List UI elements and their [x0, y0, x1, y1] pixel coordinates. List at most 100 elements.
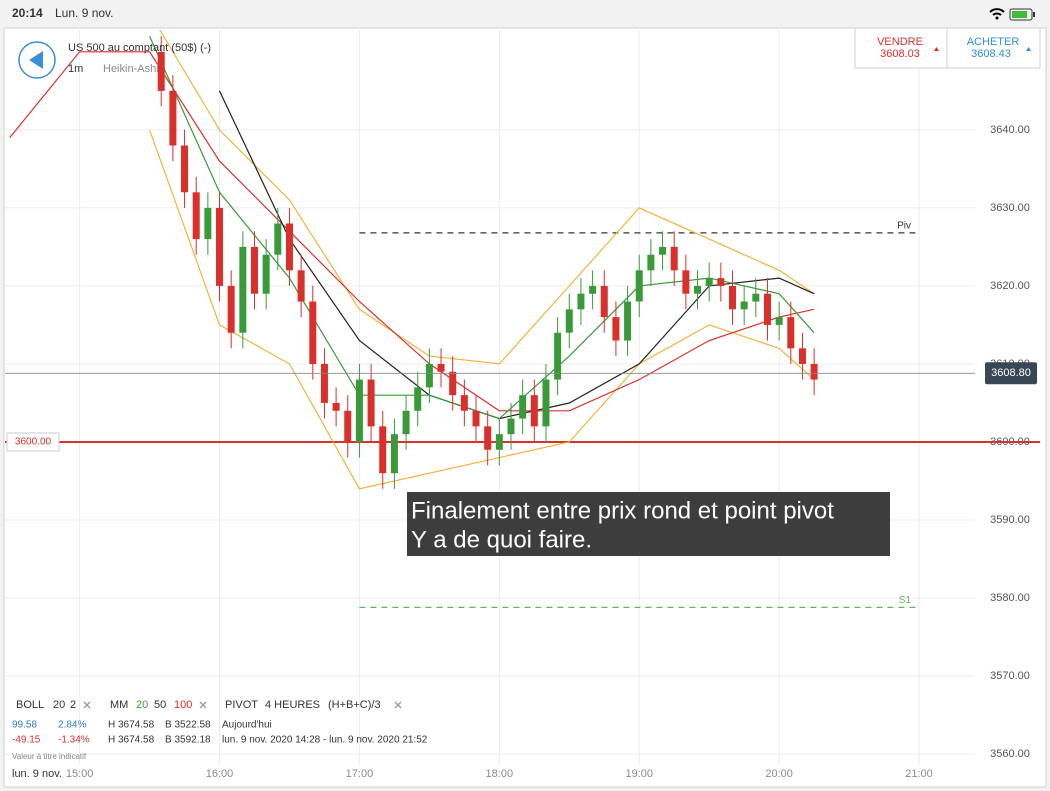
x-tick-label: 20:00 — [765, 768, 793, 780]
sell-label: VENDRE — [877, 36, 923, 48]
pivot-name[interactable]: PIVOT — [225, 699, 258, 711]
candle-body — [577, 293, 585, 310]
candle-body — [449, 371, 457, 396]
candle-body — [484, 426, 492, 450]
candle-body — [600, 285, 608, 318]
pivot-label: S1 — [899, 595, 912, 606]
candle-body — [810, 363, 818, 380]
x-tick-label: 15:00 — [66, 768, 94, 780]
candle-body — [670, 246, 678, 271]
candle-body — [694, 285, 702, 294]
candle-body — [379, 426, 387, 474]
boll-deviation: 2 — [70, 699, 76, 711]
candle-body — [355, 379, 363, 442]
candle-body — [542, 379, 550, 427]
candle-body — [181, 145, 189, 193]
annotation-line: Finalement entre prix rond et point pivo… — [411, 497, 834, 524]
remove-icon[interactable] — [199, 701, 207, 709]
candle-body — [775, 317, 783, 325]
sell-button[interactable]: VENDRE 3608.03 — [877, 36, 939, 60]
remove-icon[interactable] — [83, 701, 91, 709]
candle-body — [682, 270, 690, 294]
candle-body — [647, 254, 655, 271]
remove-icon[interactable] — [394, 701, 402, 709]
buy-button[interactable]: ACHETER 3608.43 — [967, 36, 1031, 60]
candle-body — [752, 293, 760, 302]
plot-area — [5, 30, 975, 608]
candle-body — [787, 317, 795, 349]
candle-body — [204, 207, 212, 240]
candle-body — [740, 301, 748, 310]
y-tick-label: 3640.00 — [990, 124, 1030, 136]
mm-name[interactable]: MM — [110, 699, 128, 711]
chart-style[interactable]: Heikin-Ashi — [103, 63, 159, 75]
annotation-line: Y a de quoi faire. — [411, 526, 592, 553]
high: H 3674.58 — [108, 720, 155, 731]
candle-body — [285, 223, 293, 271]
candle-body — [309, 301, 317, 364]
candle-body — [705, 278, 713, 286]
change-percent: 2.84% — [58, 720, 86, 731]
status-time: 20:14 — [12, 6, 43, 20]
mm-period: 100 — [174, 699, 192, 711]
low: B 3592.18 — [165, 735, 211, 746]
candle-body — [320, 363, 328, 403]
candle-body — [437, 363, 445, 372]
candle-body — [635, 270, 643, 302]
change-value: -49.15 — [12, 735, 41, 746]
candle-body — [425, 363, 433, 388]
change-value: 99.58 — [12, 720, 37, 731]
x-tick-label: 19:00 — [625, 768, 653, 780]
wifi-icon — [989, 8, 1005, 20]
candle-body — [332, 402, 340, 411]
x-tick-label: 18:00 — [486, 768, 514, 780]
level-label-box — [6, 432, 60, 452]
candle-body — [297, 270, 305, 302]
buy-label: ACHETER — [967, 36, 1020, 48]
candle-body — [530, 395, 538, 427]
y-tick-label: 3580.00 — [990, 592, 1030, 604]
candle-body — [414, 387, 422, 411]
candle-body — [507, 418, 515, 435]
y-tick-label: 3630.00 — [990, 202, 1030, 214]
candle-body — [367, 379, 375, 427]
buy-price: 3608.43 — [971, 48, 1011, 60]
footer-date: lun. 9 nov. — [12, 768, 62, 780]
indicator-line — [159, 30, 815, 365]
candle-body — [460, 395, 468, 411]
candle-body — [763, 293, 771, 325]
candle-body — [250, 246, 258, 294]
candle-body — [589, 285, 597, 294]
high: H 3674.58 — [108, 735, 155, 746]
last-price-box — [985, 362, 1037, 385]
low: B 3522.58 — [165, 720, 211, 731]
candle-body — [624, 301, 632, 341]
candle-body — [472, 410, 480, 427]
interval[interactable]: 1m — [68, 63, 83, 75]
back-button[interactable] — [18, 41, 56, 79]
candle-body — [274, 223, 282, 255]
y-tick-label: 3590.00 — [990, 514, 1030, 526]
candle-body — [659, 246, 667, 255]
x-tick-label: 21:00 — [905, 768, 933, 780]
sell-price: 3608.03 — [880, 48, 920, 60]
disclaimer: Valeur à titre indicatif — [12, 752, 87, 761]
candle-body — [192, 192, 200, 240]
period: Aujourd'hui — [222, 720, 272, 731]
candle-body — [729, 285, 736, 310]
candle-body — [565, 309, 573, 333]
x-tick-label: 17:00 — [346, 768, 374, 780]
overlay: 3640.003630.003620.003610.003600.003590.… — [6, 124, 1040, 780]
boll-name[interactable]: BOLL — [16, 699, 44, 711]
status-date: Lun. 9 nov. — [55, 6, 114, 20]
last-price-label: 3608.80 — [991, 367, 1031, 379]
pivot-timeframe: 4 HEURES — [265, 699, 320, 711]
candle-body — [519, 395, 527, 419]
candle-body — [227, 285, 235, 333]
candle-body — [717, 278, 725, 286]
candle-body — [495, 434, 503, 450]
pivot-formula: (H+B+C)/3 — [328, 699, 381, 711]
level-label: 3600.00 — [15, 437, 52, 448]
candle-body — [798, 348, 806, 364]
